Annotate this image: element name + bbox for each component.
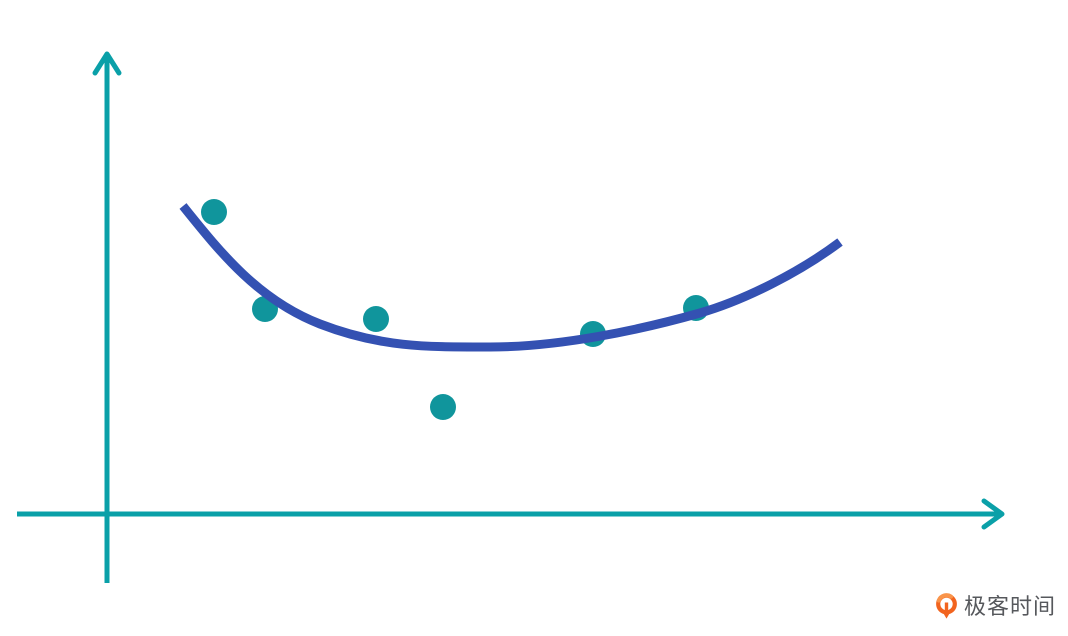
scatter-points [201,199,709,420]
data-point [201,199,227,225]
fitted-curve [179,203,843,352]
watermark: 极客时间 [934,592,1056,622]
watermark-text: 极客时间 [963,594,1056,619]
geektime-logo-icon [936,593,957,619]
x-axis-arrow-icon [981,498,1005,530]
axes [17,51,1005,583]
fitted-curve-group [179,203,843,352]
y-axis-arrow-icon [92,51,122,76]
data-point [363,306,389,332]
data-point [430,394,456,420]
